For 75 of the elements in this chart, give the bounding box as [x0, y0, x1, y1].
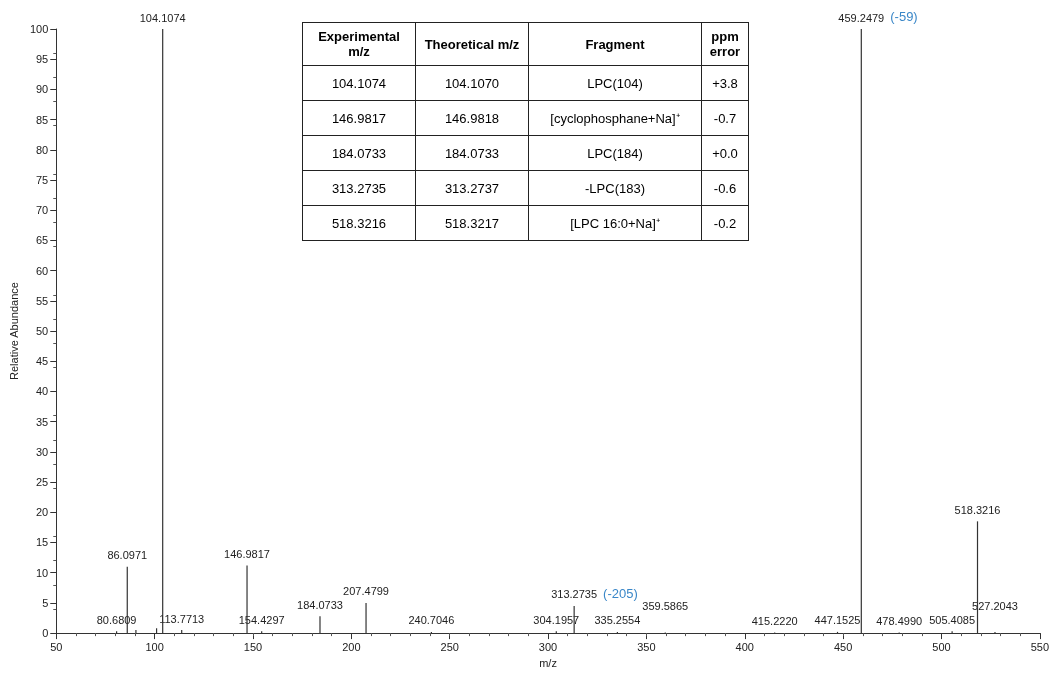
- text: [cyclophosphane+Na]⁺: [550, 111, 680, 126]
- category-label: ppm error: [701, 22, 749, 66]
- annotation: 104.1074: [139, 11, 186, 24]
- annotation: 518.3216: [954, 503, 1001, 516]
- text: 146.9817: [331, 110, 387, 126]
- annotation: 459.2479: [838, 11, 885, 24]
- category-label: Fragment: [528, 22, 702, 66]
- text: -LPC(183): [585, 180, 645, 196]
- x-tick-label: 300: [538, 640, 558, 653]
- text: 184.0733: [444, 145, 500, 161]
- x-tick-label: 250: [440, 640, 459, 653]
- y-tick-label: 80: [36, 143, 49, 156]
- annotation: 335.2554: [594, 614, 641, 627]
- text: 313.2737: [444, 180, 500, 196]
- text: 184.0733: [331, 145, 387, 161]
- text: 104.1070: [444, 75, 500, 91]
- annotation: 447.1525: [814, 614, 861, 627]
- y-tick-label: 30: [36, 445, 49, 458]
- x-tick-label: 450: [833, 640, 853, 653]
- y-tick-label: 70: [36, 204, 49, 217]
- y-tick-label: 85: [36, 113, 49, 126]
- y-tick-label: 25: [36, 476, 49, 489]
- y-tick-label: 35: [36, 415, 49, 428]
- x-tick-label: 150: [243, 640, 263, 653]
- annotation: 415.2220: [751, 615, 798, 627]
- x-tick-label: 100: [145, 640, 164, 653]
- y-tick-label: 50: [36, 325, 49, 338]
- category-label: Experimental m/z: [302, 22, 416, 66]
- y-tick-label: 0: [42, 627, 49, 640]
- annotation: 146.9817: [224, 547, 270, 560]
- y-tick-label: 20: [36, 506, 49, 519]
- text: LPC(184): [587, 145, 643, 161]
- annotation: 359.5865: [642, 600, 689, 613]
- annotation: 478.4990: [876, 615, 923, 627]
- y-axis-title: Relative Abundance: [7, 282, 20, 380]
- x-tick-label: 350: [637, 640, 656, 653]
- annotation: 505.4085: [929, 613, 976, 626]
- annotation: 184.0733: [297, 598, 343, 611]
- annotation: 240.7046: [408, 614, 455, 627]
- x-tick-label: 550: [1030, 640, 1049, 653]
- text: 313.2735: [331, 180, 387, 196]
- category-label: Theoretical m/z: [415, 22, 529, 66]
- y-tick-label: 45: [36, 355, 49, 368]
- y-tick-label: 90: [36, 83, 49, 96]
- text: -0.2: [713, 215, 737, 231]
- y-tick-label: 75: [36, 174, 49, 187]
- text: 146.9818: [444, 110, 500, 126]
- y-tick-label: 100: [29, 23, 49, 35]
- annotation: 86.0971: [107, 549, 148, 562]
- x-tick-label: 50: [50, 640, 63, 653]
- annotation: 207.4799: [343, 585, 389, 598]
- y-tick-label: 55: [36, 294, 49, 307]
- x-axis-title: m/z: [539, 656, 557, 669]
- text: +0.0: [712, 145, 738, 161]
- annotation: (-59): [890, 9, 918, 24]
- annotation: (-205): [603, 585, 638, 601]
- text: 518.3217: [444, 215, 500, 231]
- x-tick-label: 400: [735, 640, 754, 653]
- text: -0.7: [713, 110, 737, 126]
- y-tick-label: 40: [36, 385, 49, 398]
- y-tick-label: 15: [36, 536, 49, 549]
- text: 104.1074: [331, 75, 387, 91]
- x-tick-label: 200: [342, 640, 361, 653]
- annotation: 313.2735: [551, 588, 598, 601]
- y-tick-label: 10: [36, 566, 49, 579]
- y-tick-label: 60: [36, 264, 49, 277]
- y-tick-label: 5: [42, 596, 49, 609]
- text: +3.8: [712, 75, 738, 91]
- text: 518.3216: [331, 215, 387, 231]
- y-tick-label: 95: [36, 53, 49, 66]
- text: LPC(104): [587, 75, 643, 91]
- text: -0.6: [713, 180, 737, 196]
- text: [LPC 16:0+Na]⁺: [570, 216, 660, 231]
- x-tick-label: 500: [932, 640, 951, 653]
- y-tick-label: 65: [36, 234, 49, 247]
